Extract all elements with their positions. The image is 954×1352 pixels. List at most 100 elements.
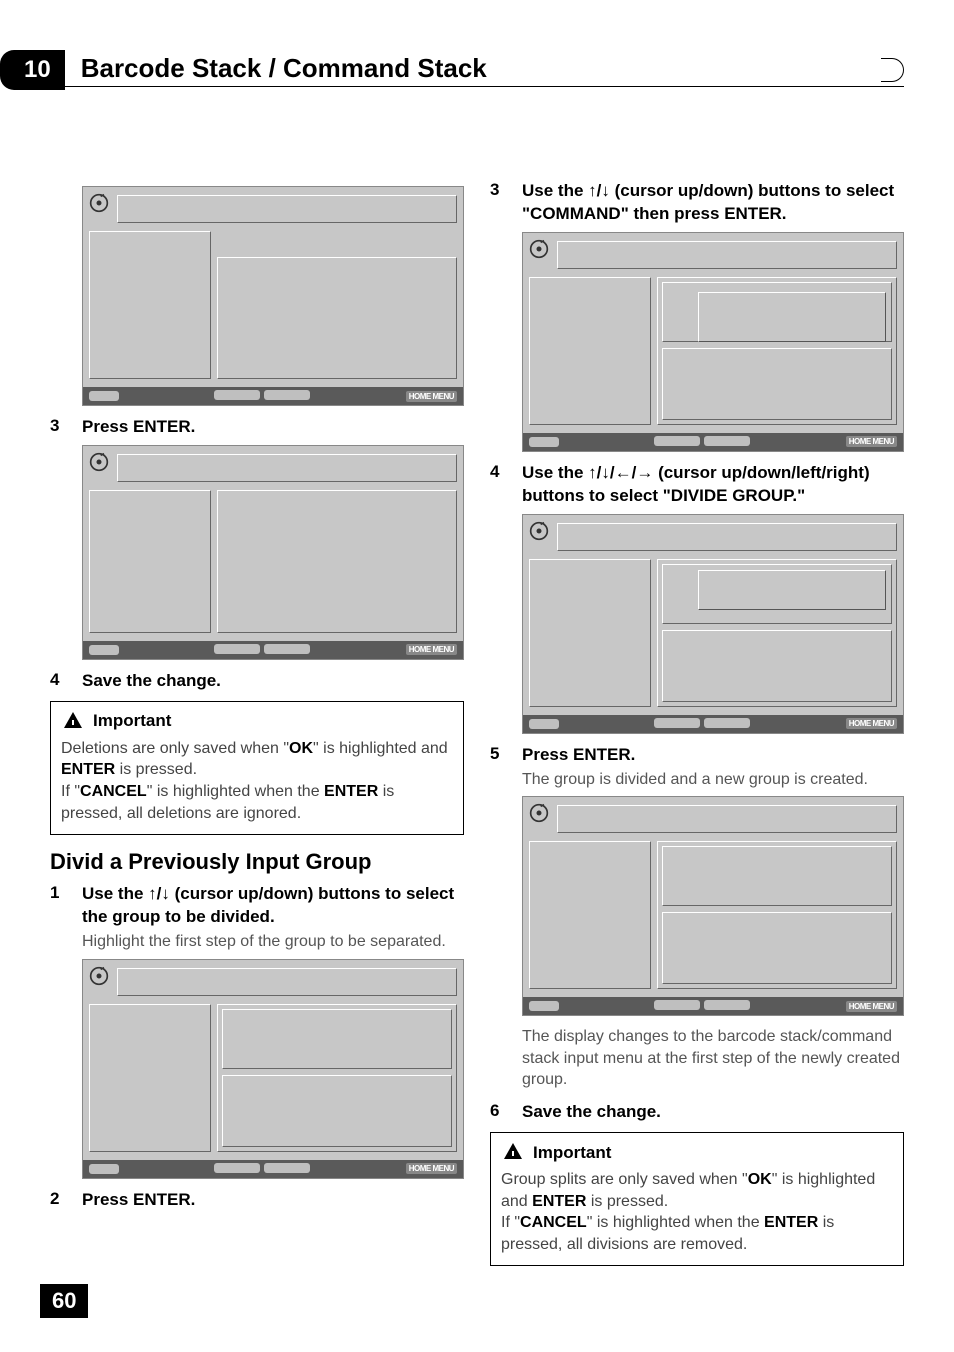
hand-icon [501, 1141, 525, 1165]
disc-icon [529, 239, 549, 259]
screen-subpane [662, 630, 892, 702]
screen-statusbar: HOME MENU [83, 387, 463, 405]
screen-left-pane [89, 1004, 211, 1152]
dpad-icon [529, 719, 559, 729]
hand-icon [61, 710, 85, 734]
screen-subpane [662, 912, 892, 984]
dpad-icon [89, 391, 119, 401]
step-title: Press ENTER. [82, 1189, 464, 1212]
down-arrow-icon: ↓ [161, 884, 170, 903]
status-pill [704, 1000, 750, 1010]
step-body: Use the ↑/↓ (cursor up/down) buttons to … [522, 180, 904, 226]
step-title: Press ENTER. [522, 745, 635, 764]
up-arrow-icon: ↑ [588, 181, 597, 200]
text: is pressed. [115, 761, 197, 778]
home-menu-label: HOME MENU [406, 1163, 457, 1174]
step-1: 1 Use the ↑/↓ (cursor up/down) buttons t… [50, 883, 464, 952]
screen-topbar [557, 241, 897, 269]
important-box: Important Group splits are only saved wh… [490, 1132, 904, 1266]
screen-left-pane [529, 559, 651, 707]
screen-statusbar: HOME MENU [83, 1160, 463, 1178]
step-number: 2 [50, 1189, 68, 1212]
text: If " [61, 783, 80, 800]
home-menu-label: HOME MENU [846, 436, 897, 447]
left-arrow-icon: ← [615, 463, 632, 482]
up-arrow-icon: ↑ [148, 884, 157, 903]
ui-screen: HOME MENU [82, 959, 464, 1179]
step-number: 4 [490, 462, 508, 508]
step-number: 1 [50, 883, 68, 952]
ui-screen: HOME MENU [522, 232, 904, 452]
screen-right-pane [217, 490, 457, 633]
status-pill [214, 644, 260, 654]
text: " is highlighted when the [587, 1214, 764, 1231]
enter-text: ENTER [324, 783, 378, 800]
ui-screen: HOME MENU [82, 186, 464, 406]
important-title: Important [533, 1142, 611, 1165]
left-column: HOME MENU 3 Press ENTER. HOME MENU 4 Sav… [50, 180, 464, 1280]
disc-icon [529, 803, 549, 823]
cancel-text: CANCEL [80, 783, 147, 800]
step-2: 2 Press ENTER. [50, 1189, 464, 1212]
important-title: Important [93, 710, 171, 733]
step-number: 4 [50, 670, 68, 693]
screen-right-pane [217, 1004, 457, 1152]
step-title-a: Use the [522, 463, 588, 482]
dpad-icon [529, 1001, 559, 1011]
screen-topbar [557, 523, 897, 551]
chapter-title-wrap: Barcode Stack / Command Stack [65, 53, 904, 87]
dpad-icon [529, 437, 559, 447]
step-body: Press ENTER. The group is divided and a … [522, 744, 904, 791]
status-pill [214, 390, 260, 400]
dpad-icon [89, 1164, 119, 1174]
step-body: Use the ↑/↓/←/→ (cursor up/down/left/rig… [522, 462, 904, 508]
enter-text: ENTER [532, 1193, 586, 1210]
screen-right-pane [657, 559, 897, 707]
ui-screen: HOME MENU [522, 514, 904, 734]
screen-left-pane [89, 231, 211, 379]
screen-right-pane [657, 841, 897, 989]
right-arrow-icon: → [636, 463, 653, 482]
step-3: 3 Use the ↑/↓ (cursor up/down) buttons t… [490, 180, 904, 226]
home-menu-label: HOME MENU [406, 391, 457, 402]
important-text: Deletions are only saved when "OK" is hi… [61, 738, 453, 824]
ui-screen: HOME MENU [522, 796, 904, 1016]
status-pill [264, 1163, 310, 1173]
enter-text: ENTER [764, 1214, 818, 1231]
status-pill [264, 390, 310, 400]
important-box: Important Deletions are only saved when … [50, 701, 464, 835]
important-header: Important [61, 710, 453, 734]
step-subtext: Highlight the first step of the group to… [82, 931, 464, 953]
screen-subpane [662, 846, 892, 906]
status-pill [654, 718, 700, 728]
disc-icon [89, 193, 109, 213]
enter-text: ENTER [61, 761, 115, 778]
status-pill [264, 644, 310, 654]
status-pill [654, 1000, 700, 1010]
step-title: Save the change. [522, 1101, 904, 1124]
screen-topbar [557, 805, 897, 833]
disc-icon [529, 521, 549, 541]
screen-subpane [222, 1009, 452, 1069]
up-arrow-icon: ↑ [588, 463, 597, 482]
screen-popup [698, 292, 886, 342]
home-menu-label: HOME MENU [846, 718, 897, 729]
step-after-text: The display changes to the barcode stack… [522, 1026, 904, 1091]
text: Deletions are only saved when " [61, 740, 289, 757]
right-column: 3 Use the ↑/↓ (cursor up/down) buttons t… [490, 180, 904, 1280]
screen-topbar [117, 454, 457, 482]
down-arrow-icon: ↓ [601, 181, 610, 200]
down-arrow-icon: ↓ [601, 463, 610, 482]
screen-left-pane [529, 277, 651, 425]
step-3: 3 Press ENTER. [50, 416, 464, 439]
home-menu-label: HOME MENU [846, 1001, 897, 1012]
ok-text: OK [289, 740, 313, 757]
content-columns: HOME MENU 3 Press ENTER. HOME MENU 4 Sav… [50, 180, 904, 1280]
disc-icon [89, 452, 109, 472]
step-title-a: Use the [522, 181, 588, 200]
step-6: 6 Save the change. [490, 1101, 904, 1124]
screen-subpane [662, 348, 892, 420]
screen-topbar [117, 195, 457, 223]
step-title-a: Use the [82, 884, 148, 903]
text: If " [501, 1214, 520, 1231]
